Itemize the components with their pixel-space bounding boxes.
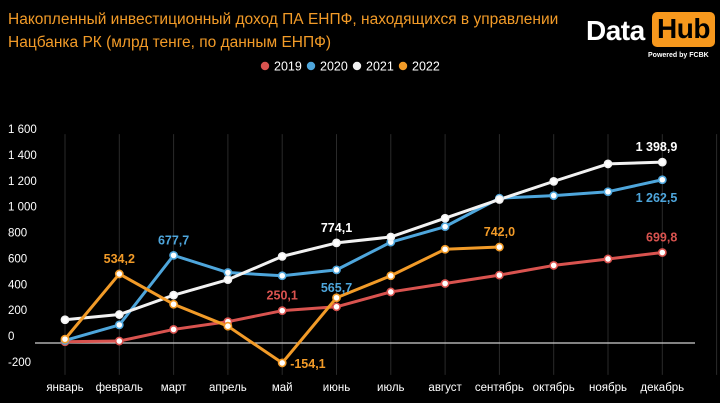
y-tick-label: 800 [8,228,27,240]
data-point-2020 [657,175,667,185]
data-point-2022 [277,358,287,368]
y-tick-label: 200 [8,305,27,317]
data-point-2019 [114,336,124,346]
data-point-2021 [657,157,667,167]
data-point-2019 [549,261,559,270]
data-point-2022 [223,321,233,331]
data-point-2021 [603,159,613,169]
data-label: 1 398,9 [636,140,678,154]
data-point-2019 [332,302,341,312]
legend-label-2022: 2022 [412,60,440,74]
data-point-2020 [277,271,287,281]
x-tick-label: июль [377,382,405,394]
y-tick-label: -200 [8,357,31,369]
data-point-2022 [494,242,504,252]
logo-word-data: Data [586,15,645,46]
data-point-2022 [114,269,124,279]
data-point-2019 [169,325,178,334]
data-point-2020 [169,250,178,260]
logo-word-hub: Hub [652,12,715,47]
series-line-2020 [63,178,664,342]
x-tick-label: август [428,382,462,394]
legend-label-2021: 2021 [366,60,394,74]
x-tick-label: май [272,382,293,394]
data-point-2021 [332,238,341,248]
y-tick-label: 600 [8,253,27,265]
series-line-2019 [63,251,664,344]
y-tick-label: 400 [8,279,27,291]
data-point-2021 [440,213,450,223]
legend-marker-2020 [306,61,316,71]
data-point-2021 [494,195,504,204]
legend-label-2019: 2019 [274,60,302,74]
data-label: 565,7 [321,281,352,295]
legend-marker-2021 [352,61,362,71]
data-label: 534,2 [104,252,135,266]
legend-label-2020: 2020 [320,60,348,74]
logo-tagline: Powered by FCBK [648,52,709,59]
x-tick-label: сентябрь [475,382,524,394]
data-point-2020 [440,222,450,232]
data-point-2020 [114,320,124,330]
data-point-2020 [223,268,233,277]
data-point-2022 [440,244,450,254]
x-tick-label: декабрь [640,382,684,394]
y-tick-label: 1 200 [8,176,37,188]
x-tick-label: ноябрь [589,382,627,394]
data-point-2022 [386,271,396,281]
x-tick-label: октябрь [533,382,575,394]
data-point-2021 [386,232,396,242]
data-point-2019 [603,254,613,264]
data-point-2021 [223,275,233,285]
y-tick-label: 1 400 [8,150,37,162]
data-label: 677,7 [158,233,189,247]
data-label: 1 262,5 [636,191,678,205]
data-point-2021 [114,310,124,319]
data-label: -154,1 [290,357,325,371]
data-label: 699,8 [646,231,677,245]
data-point-2019 [440,279,450,288]
data-point-2022 [60,334,70,344]
data-point-2020 [603,187,613,197]
x-tick-label: январь [46,382,83,394]
data-point-2020 [549,191,559,200]
data-point-2021 [277,251,287,261]
data-point-2022 [332,293,341,303]
x-tick-label: июнь [323,382,350,394]
legend-marker-2019 [260,61,270,71]
y-tick-label: 1 600 [8,124,37,136]
chart-title: Накопленный инвестиционный доход ПА ЕНПФ… [8,11,559,51]
y-tick-label: 1 000 [8,202,37,214]
x-tick-label: март [161,382,187,394]
data-point-2021 [169,290,178,300]
x-tick-label: апрель [209,382,247,394]
data-label: 774,1 [321,221,352,235]
data-point-2019 [494,270,504,280]
x-tick-label: февраль [96,382,143,394]
datahub-logo: Data Hub Powered by FCBK [586,12,715,62]
data-point-2021 [60,315,70,325]
data-point-2022 [169,299,178,309]
series-line-2021 [63,160,664,322]
y-tick-label: 0 [8,331,14,343]
data-point-2019 [386,287,396,297]
data-label: 250,1 [267,289,298,303]
data-point-2021 [549,176,559,186]
data-point-2020 [332,265,341,275]
legend-marker-2022 [398,61,408,71]
data-point-2019 [657,248,667,257]
data-label: 742,0 [484,225,515,239]
data-point-2019 [277,306,287,316]
